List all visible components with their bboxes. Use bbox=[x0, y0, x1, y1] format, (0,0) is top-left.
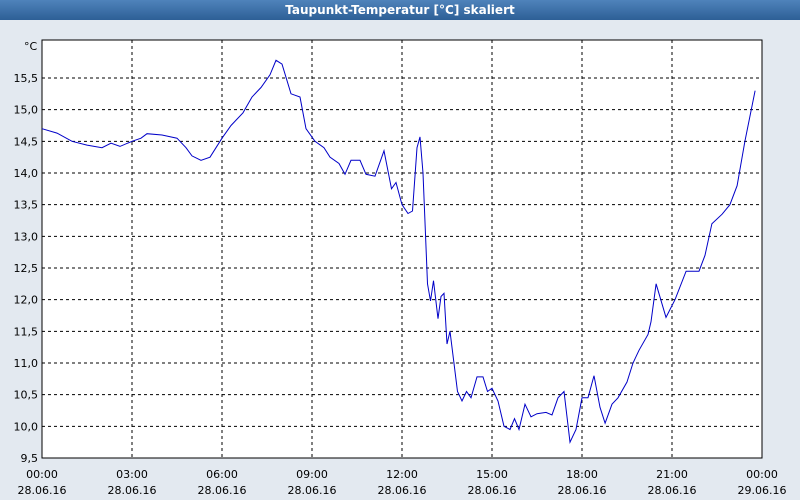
y-tick-label: 13,0 bbox=[14, 230, 39, 243]
x-tick-date: 28.06.16 bbox=[18, 484, 67, 497]
x-tick-date: 28.06.16 bbox=[378, 484, 427, 497]
data-line bbox=[41, 59, 756, 444]
y-tick-label: 12,0 bbox=[14, 294, 39, 307]
x-tick-label: 03:00 bbox=[116, 468, 148, 481]
x-tick-label: 12:00 bbox=[386, 468, 418, 481]
y-tick-label: 10,5 bbox=[14, 389, 39, 402]
y-tick-label: 15,5 bbox=[14, 72, 39, 85]
y-tick-label: 12,5 bbox=[14, 262, 39, 275]
title-bar bbox=[0, 0, 800, 20]
y-unit: °C bbox=[24, 40, 38, 53]
x-tick-label: 21:00 bbox=[656, 468, 688, 481]
x-tick-date: 28.06.16 bbox=[198, 484, 247, 497]
x-tick-date: 28.06.16 bbox=[558, 484, 607, 497]
y-tick-label: 11,0 bbox=[14, 357, 39, 370]
x-tick-date: 28.06.16 bbox=[108, 484, 157, 497]
x-tick-date: 28.06.16 bbox=[468, 484, 517, 497]
y-tick-label: 11,5 bbox=[14, 325, 39, 338]
x-tick-label: 18:00 bbox=[566, 468, 598, 481]
x-tick-label: 09:00 bbox=[296, 468, 328, 481]
x-tick-label: 15:00 bbox=[476, 468, 508, 481]
y-tick-label: 13,5 bbox=[14, 199, 39, 212]
x-tick-date: 29.06.16 bbox=[738, 484, 787, 497]
chart-title: Taupunkt-Temperatur [°C] skaliert bbox=[285, 3, 515, 17]
y-tick-label: 14,5 bbox=[14, 135, 39, 148]
x-tick-label: 00:00 bbox=[26, 468, 58, 481]
y-tick-label: 9,5 bbox=[21, 452, 39, 465]
y-tick-label: 14,0 bbox=[14, 167, 39, 180]
x-tick-date: 28.06.16 bbox=[288, 484, 337, 497]
y-tick-label: 15,0 bbox=[14, 104, 39, 117]
x-tick-label: 06:00 bbox=[206, 468, 238, 481]
x-tick-label: 00:00 bbox=[746, 468, 778, 481]
x-tick-date: 28.06.16 bbox=[648, 484, 697, 497]
y-tick-label: 10,0 bbox=[14, 420, 39, 433]
